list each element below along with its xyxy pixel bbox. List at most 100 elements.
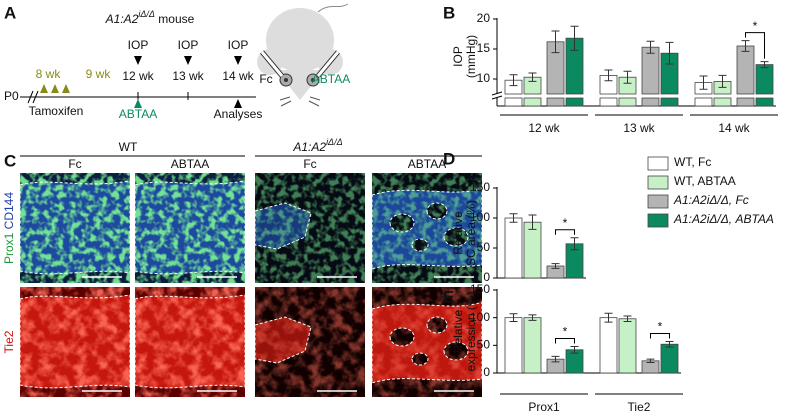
- texture: [20, 173, 130, 283]
- micrograph: [135, 287, 245, 397]
- group-label: A1:A2iΔ/Δ: [292, 137, 342, 154]
- y-tick-label: 100: [470, 210, 490, 224]
- legend-label: WT, Fc: [674, 155, 711, 169]
- significance-bracket: [650, 332, 670, 339]
- break-mark: [27, 90, 39, 104]
- texture: [20, 287, 130, 397]
- column-label: Fc: [68, 157, 81, 171]
- column-label: ABTAA: [408, 157, 446, 171]
- bar-stub: [713, 97, 732, 107]
- y-tick-label: 150: [470, 282, 490, 296]
- error-bar: [699, 75, 708, 90]
- micrograph: [135, 173, 245, 283]
- error-bar: [509, 213, 518, 223]
- panel-label: E: [443, 287, 454, 306]
- y-axis-label: SC area (%): [464, 200, 478, 266]
- bar: [504, 317, 523, 374]
- bar: [641, 46, 660, 95]
- error-bar: [665, 340, 674, 348]
- week-label: 9 wk: [86, 67, 112, 81]
- y-axis-label: expression (%): [464, 291, 478, 371]
- title-suffix: mouse: [155, 12, 195, 26]
- row-label: Tie2: [2, 330, 16, 353]
- panel-label: A: [4, 3, 16, 22]
- iop-label: IOP: [228, 38, 249, 52]
- bar: [523, 221, 542, 279]
- row-label: Prox1 CD144: [2, 192, 16, 264]
- panel-label: B: [443, 3, 455, 22]
- error-bar: [623, 70, 632, 84]
- y-tick-label: 50: [477, 240, 491, 254]
- legend-swatch: [647, 175, 669, 190]
- y-tick-label: 0: [483, 270, 490, 284]
- x-tick-label: 13 wk: [623, 121, 655, 135]
- x-tick-label: 14 wk: [718, 121, 750, 135]
- bar-stub: [755, 97, 774, 107]
- genotype-sup: iΔ/Δ: [326, 137, 343, 147]
- micrograph: [372, 173, 482, 283]
- error-bar: [646, 358, 655, 363]
- legend-swatch: [647, 194, 669, 209]
- error-bar: [528, 214, 537, 230]
- significance-label: *: [753, 19, 758, 33]
- error-bar: [570, 345, 579, 354]
- significance-bracket: [555, 337, 575, 344]
- y-tick-label: 10: [477, 71, 491, 85]
- timeline: A A1:A2iΔ/Δ mouse P0 8 wk 9 wk Tamoxifen…: [4, 3, 350, 121]
- significance-label: *: [563, 216, 568, 230]
- error-bar: [741, 40, 750, 52]
- y-tick-label: 20: [477, 11, 491, 25]
- error-bar: [665, 41, 674, 65]
- micrograph: [20, 173, 130, 283]
- outline: [20, 180, 130, 275]
- significance-bracket: [745, 32, 765, 59]
- y-tick-label: 15: [477, 41, 491, 55]
- error-bar: [604, 69, 613, 82]
- bar: [618, 318, 637, 374]
- y-axis-label: IOP: [451, 46, 465, 67]
- outline: [389, 316, 469, 366]
- legend-swatch: [647, 213, 669, 228]
- panel-label: C: [4, 151, 16, 170]
- week-label: 14 wk: [222, 69, 254, 83]
- axis-break: [491, 91, 503, 100]
- error-bar: [551, 355, 560, 363]
- bar-stub: [694, 97, 713, 107]
- iop-label: IOP: [128, 38, 149, 52]
- error-bar: [551, 263, 560, 269]
- genotype: A1:A2: [292, 140, 326, 154]
- x-tick-label: Tie2: [628, 400, 651, 414]
- y-axis-label: Relative: [451, 211, 465, 255]
- genotype-sup: iΔ/Δ: [138, 9, 155, 19]
- x-tick-label: 12 wk: [528, 121, 560, 135]
- week-label: 13 wk: [172, 69, 204, 83]
- y-tick-label: 50: [477, 338, 491, 352]
- outline: [255, 202, 312, 250]
- bar-stub: [660, 97, 679, 107]
- outline: [20, 294, 130, 389]
- y-tick-label: 150: [470, 180, 490, 194]
- analysis-arrow: [234, 99, 242, 108]
- legend-label: A1:A2iΔ/Δ, ABTAA: [673, 212, 774, 226]
- bar-stub: [641, 97, 660, 107]
- micrograph: [372, 287, 482, 397]
- error-bar: [509, 74, 518, 87]
- bar: [523, 317, 542, 374]
- micrograph: [255, 287, 365, 397]
- column-label: ABTAA: [171, 157, 209, 171]
- bar-stub: [546, 97, 565, 107]
- iop-label: IOP: [178, 38, 199, 52]
- bar-stub: [565, 97, 584, 107]
- eye-label: Fc: [259, 72, 272, 86]
- outline: [255, 316, 312, 364]
- error-bar: [570, 237, 579, 251]
- bar: [504, 217, 523, 279]
- texture: [135, 173, 245, 283]
- legend-label: WT, ABTAA: [674, 174, 736, 188]
- error-bar: [528, 72, 537, 82]
- bar-stub: [504, 97, 523, 107]
- legend-swatch: [647, 156, 669, 171]
- outline: [135, 180, 245, 275]
- bar: [755, 64, 774, 95]
